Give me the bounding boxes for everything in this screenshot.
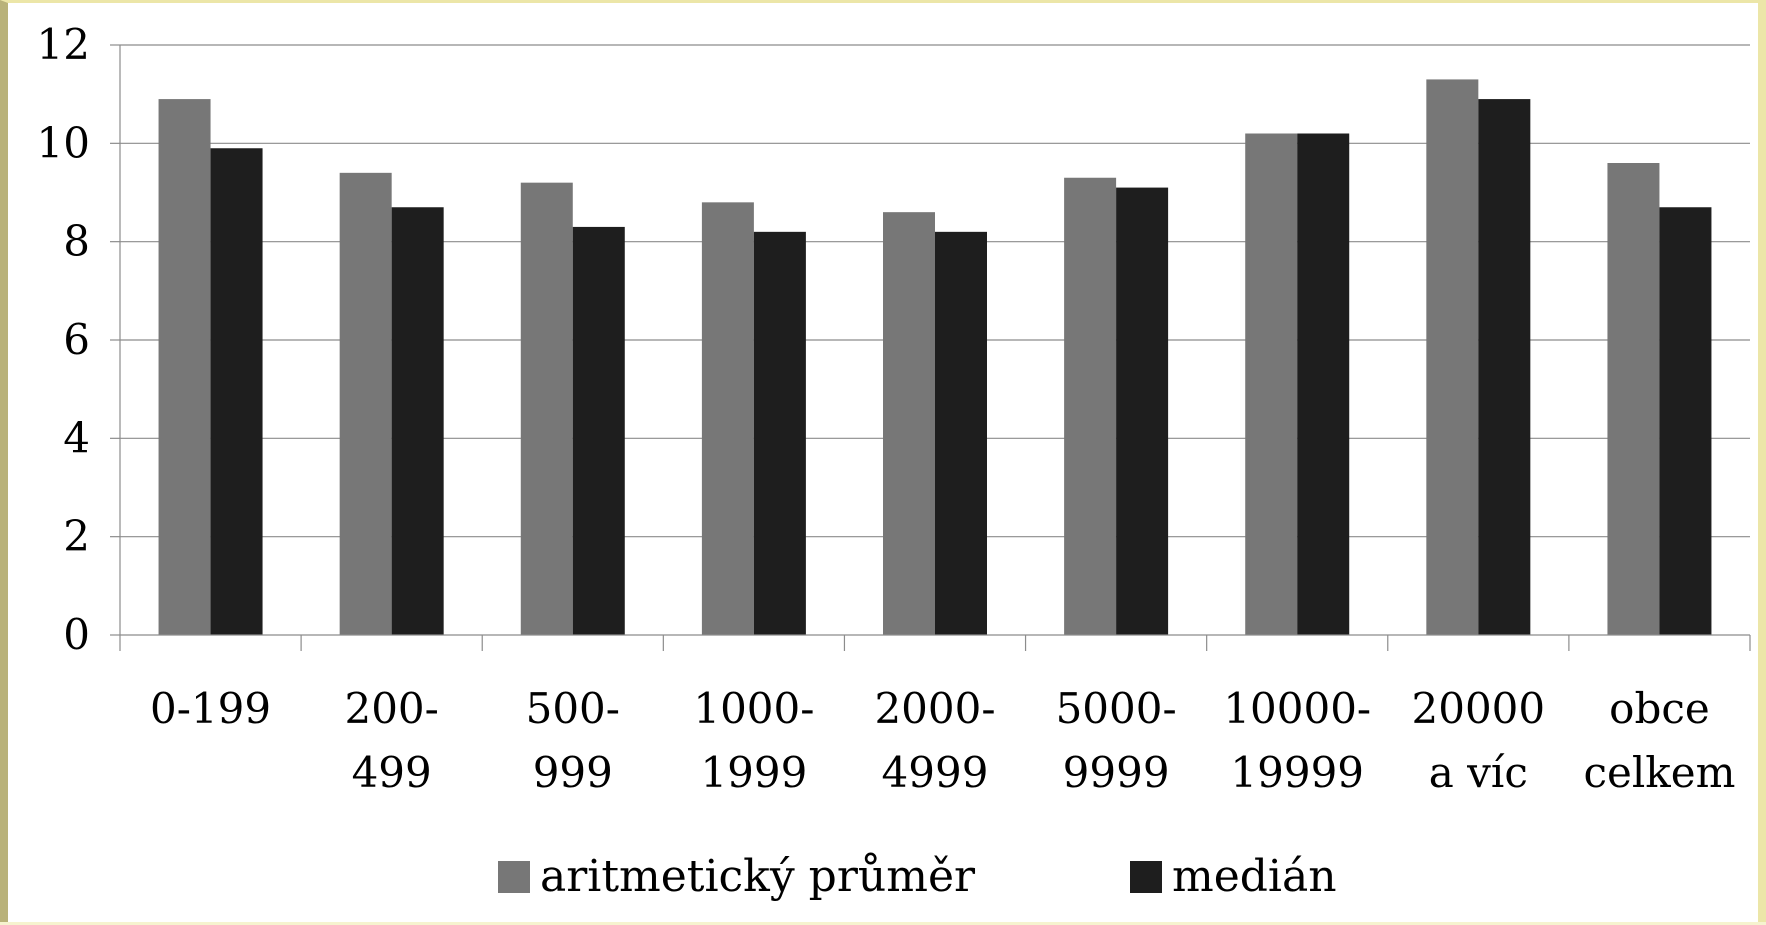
- x-tick-label: 1000-: [693, 684, 814, 733]
- bar-median: [572, 226, 625, 635]
- x-tick-label: 10000-: [1223, 684, 1371, 733]
- y-tick-label: 2: [63, 512, 90, 561]
- x-tick-label: 200-: [344, 684, 438, 733]
- bar-mean: [1245, 133, 1298, 635]
- bar-mean: [1607, 163, 1660, 635]
- y-tick-label: 4: [63, 413, 90, 462]
- x-tick-label: 9999: [1063, 748, 1170, 797]
- x-tick-label: celkem: [1583, 748, 1735, 797]
- x-tick-label: 499: [352, 748, 432, 797]
- bar-mean: [520, 182, 573, 635]
- y-tick-label: 8: [63, 217, 90, 266]
- bar-mean: [1426, 79, 1479, 635]
- x-tick-label: 999: [533, 748, 613, 797]
- x-tick-labels: 0-199 200- 499 500- 999 1000- 1999 2000- 4999 500…: [150, 684, 1735, 797]
- y-tick-label: 0: [63, 610, 90, 659]
- x-tick-label: 19999: [1230, 748, 1364, 797]
- legend: aritmetický průměr medián: [498, 851, 1337, 902]
- legend-swatch: [1130, 861, 1162, 893]
- legend-label: aritmetický průměr: [540, 851, 976, 902]
- bar-mean: [1064, 177, 1117, 635]
- bar-mean: [158, 99, 211, 636]
- legend-swatch: [498, 861, 530, 893]
- x-tick-label: 500-: [526, 684, 620, 733]
- axes: [110, 44, 1751, 651]
- bar-mean: [883, 212, 935, 635]
- bars: [158, 79, 1712, 636]
- x-tick-label: 20000: [1412, 684, 1546, 733]
- bar-median: [935, 231, 987, 636]
- bar-chart: 0 2 4 6 8 10 12 0-199 200- 499 500- 999 1000- 1999 20…: [37, 20, 1751, 902]
- bar-median: [1478, 99, 1531, 636]
- x-tick-label: obce: [1609, 684, 1710, 733]
- legend-label: medián: [1172, 851, 1337, 902]
- x-tick-label: 5000-: [1056, 684, 1177, 733]
- bar-median: [1659, 207, 1712, 635]
- bar-median: [210, 148, 263, 635]
- bar-mean: [701, 202, 754, 636]
- x-tick-label: 0-199: [150, 684, 271, 733]
- y-tick-label: 12: [37, 20, 90, 69]
- x-tick-label: 1999: [700, 748, 807, 797]
- y-tick-label: 6: [63, 315, 90, 364]
- y-tick-label: 10: [37, 118, 90, 167]
- bar-mean: [339, 172, 392, 636]
- x-tick-label: 4999: [882, 748, 989, 797]
- bar-median: [753, 231, 806, 636]
- bar-median: [1297, 133, 1350, 635]
- bar-median: [1116, 187, 1169, 636]
- x-tick-label: 2000-: [874, 684, 995, 733]
- bar-median: [391, 207, 444, 635]
- x-tick-label: a víc: [1429, 748, 1528, 797]
- y-tick-labels: 0 2 4 6 8 10 12: [37, 20, 90, 659]
